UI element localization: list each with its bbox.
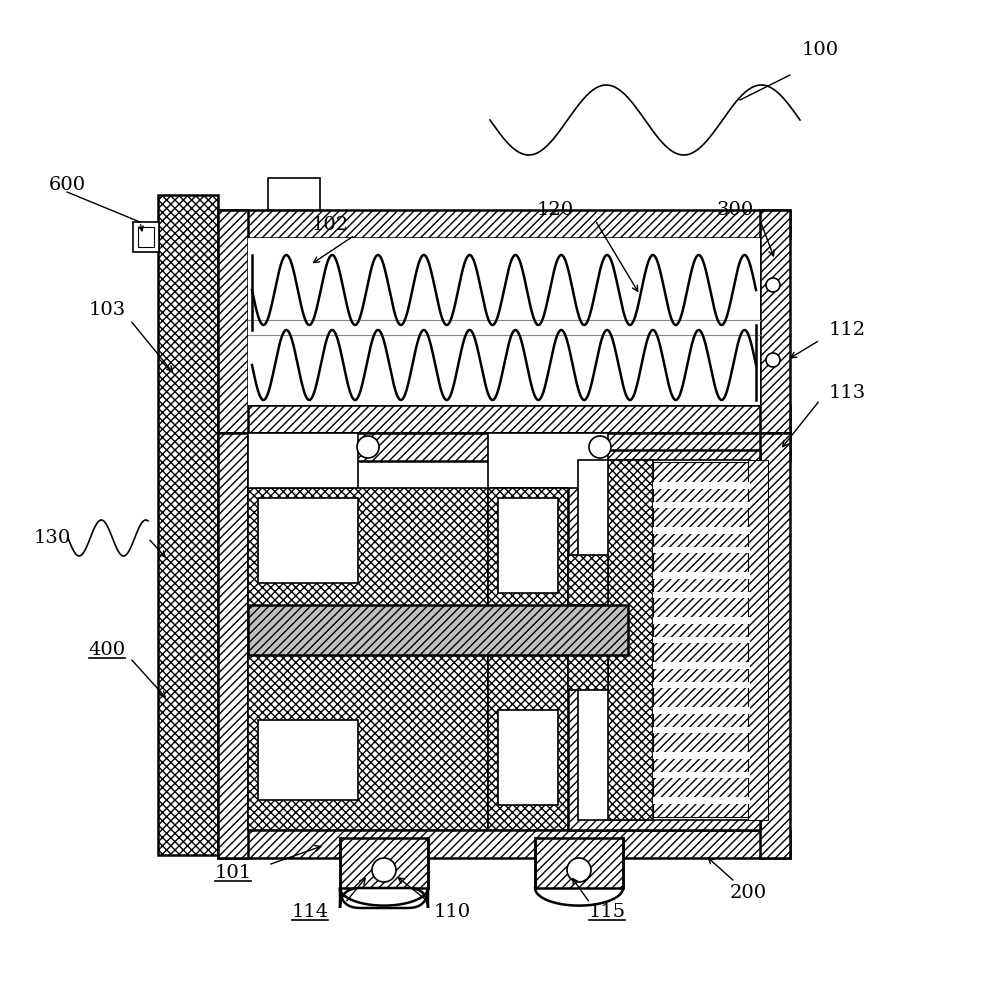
Bar [653, 682, 750, 688]
Bar [268, 178, 320, 210]
Text: 200: 200 [730, 884, 767, 902]
Bar [653, 687, 750, 727]
Bar [653, 642, 750, 682]
Bar [535, 838, 623, 888]
Bar [760, 210, 790, 433]
Bar [653, 482, 750, 489]
Bar [608, 460, 653, 820]
Circle shape [589, 436, 611, 458]
Bar [653, 597, 750, 637]
Bar [578, 460, 750, 820]
Bar [488, 433, 608, 488]
Bar [248, 488, 488, 830]
Text: 102: 102 [311, 216, 349, 234]
Bar [498, 710, 558, 805]
Bar [248, 238, 760, 405]
Text: 113: 113 [829, 384, 865, 402]
Bar [158, 195, 218, 855]
Circle shape [372, 858, 396, 882]
Circle shape [357, 436, 379, 458]
Bar [653, 772, 750, 778]
Bar [258, 720, 358, 800]
Bar [218, 433, 248, 858]
Bar [653, 592, 750, 598]
Bar [218, 210, 790, 238]
Bar [568, 555, 608, 605]
Bar [748, 460, 768, 820]
Bar [488, 488, 568, 830]
Text: 114: 114 [292, 903, 329, 921]
Bar [133, 222, 159, 252]
Bar [653, 507, 750, 547]
Bar [653, 547, 750, 553]
Text: 112: 112 [829, 321, 865, 339]
Bar [748, 460, 768, 820]
Bar [653, 662, 750, 669]
Bar [760, 433, 790, 858]
Bar [218, 405, 790, 433]
Text: 100: 100 [801, 41, 839, 59]
FancyBboxPatch shape [340, 888, 428, 908]
Bar [653, 797, 750, 804]
Bar [653, 572, 750, 579]
Text: 110: 110 [433, 903, 470, 921]
Circle shape [766, 353, 780, 367]
Bar [653, 527, 750, 534]
Text: 130: 130 [33, 529, 71, 547]
Text: 120: 120 [536, 201, 573, 219]
Bar [218, 210, 248, 433]
Text: 101: 101 [214, 864, 251, 882]
Bar [218, 433, 790, 461]
Text: 103: 103 [88, 301, 126, 319]
Circle shape [766, 278, 780, 292]
Text: 115: 115 [588, 903, 626, 921]
Bar [218, 830, 790, 858]
Bar [653, 617, 750, 624]
Bar [258, 498, 358, 583]
Bar [653, 752, 750, 759]
Circle shape [567, 858, 591, 882]
Bar [653, 552, 750, 592]
Bar [568, 640, 608, 690]
Text: 600: 600 [48, 176, 85, 194]
Bar [248, 605, 628, 655]
Bar [653, 707, 750, 714]
Text: 400: 400 [88, 641, 126, 659]
Bar [138, 227, 154, 247]
Bar [498, 498, 558, 593]
Bar [653, 462, 750, 502]
Bar [653, 732, 750, 772]
Bar [653, 777, 750, 817]
Bar [653, 637, 750, 643]
Bar [248, 433, 358, 488]
Bar [568, 450, 760, 830]
Text: 300: 300 [717, 201, 753, 219]
Bar [653, 502, 750, 508]
Bar [653, 727, 750, 733]
Bar [340, 838, 428, 888]
